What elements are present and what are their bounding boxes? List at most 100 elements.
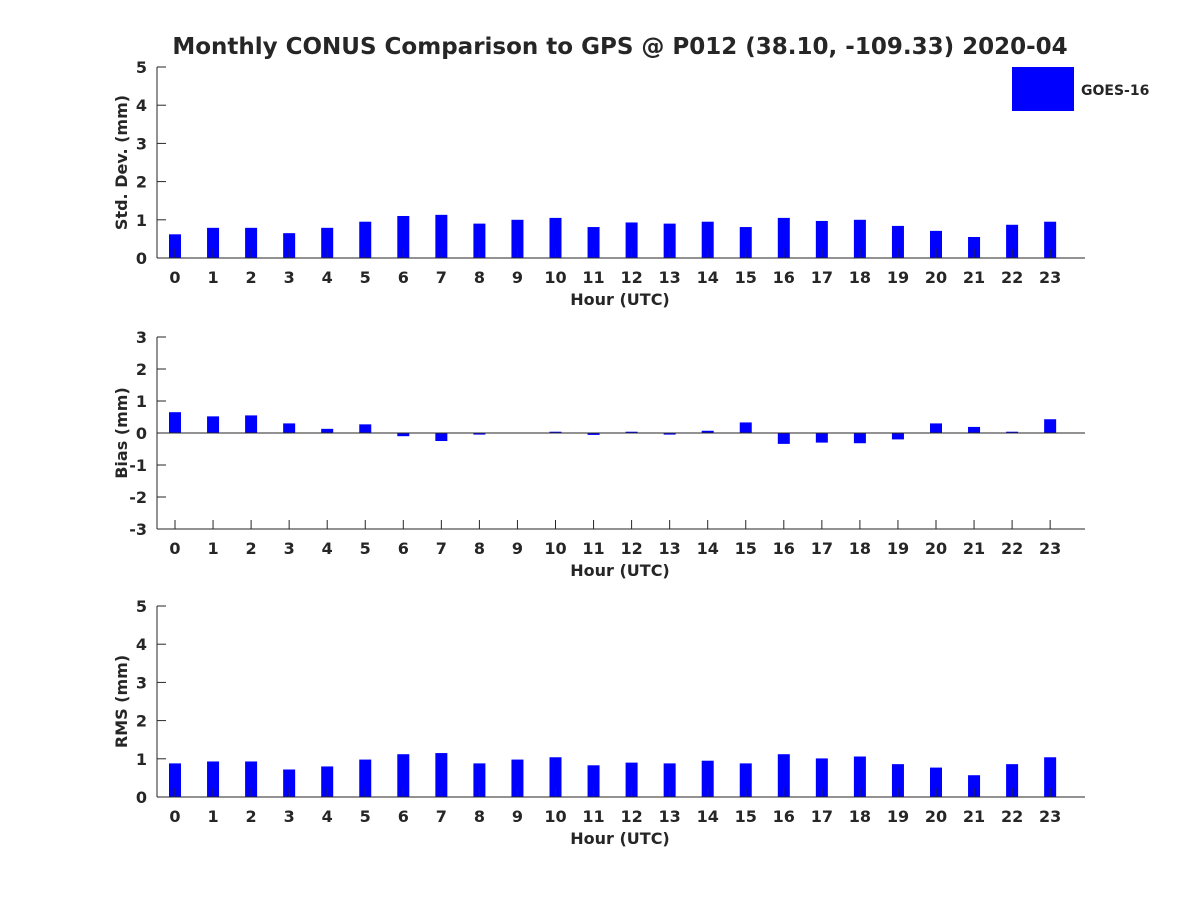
bar (625, 762, 638, 797)
x-tick-label: 20 (925, 807, 947, 826)
bar (549, 757, 562, 797)
y-tick-label: 4 (136, 96, 147, 115)
y-tick-label: -3 (129, 520, 147, 539)
bar (777, 433, 790, 444)
bar (777, 754, 790, 797)
bar (245, 227, 258, 258)
y-tick-label: 2 (136, 360, 147, 379)
bar (549, 217, 562, 258)
bar (359, 221, 372, 258)
x-tick-label: 4 (322, 268, 333, 287)
x-tick-label: 14 (697, 539, 719, 558)
bar (968, 426, 981, 433)
x-tick-label: 13 (659, 807, 681, 826)
y-axis-label: Std. Dev. (mm) (112, 95, 131, 230)
y-tick-label: 1 (136, 750, 147, 769)
bar (1044, 757, 1057, 797)
x-tick-label: 9 (512, 268, 523, 287)
x-tick-label: 7 (436, 268, 447, 287)
x-tick-label: 7 (436, 539, 447, 558)
x-tick-label: 21 (963, 807, 985, 826)
x-tick-label: 9 (512, 539, 523, 558)
bar (968, 236, 981, 258)
bar (587, 433, 600, 435)
y-tick-label: 5 (136, 58, 147, 77)
bar (245, 415, 258, 433)
x-tick-label: 16 (773, 807, 795, 826)
bar (207, 416, 220, 433)
bar (435, 214, 448, 258)
bar (169, 234, 181, 258)
x-tick-label: 12 (620, 807, 642, 826)
y-axis-label: RMS (mm) (112, 655, 131, 748)
bar (1044, 419, 1057, 433)
y-tick-label: 5 (136, 597, 147, 616)
bar (511, 219, 524, 258)
bar (891, 764, 904, 797)
bar (853, 756, 866, 797)
y-tick-label: 2 (136, 712, 147, 731)
y-tick-label: 3 (136, 673, 147, 692)
y-tick-label: 1 (136, 392, 147, 411)
bar (701, 221, 714, 258)
x-tick-label: 19 (887, 268, 909, 287)
x-tick-label: 11 (582, 268, 604, 287)
x-tick-label: 10 (544, 539, 566, 558)
x-tick-label: 23 (1039, 807, 1061, 826)
x-tick-label: 1 (207, 807, 218, 826)
y-tick-label: 1 (136, 211, 147, 230)
x-tick-label: 19 (887, 807, 909, 826)
x-tick-label: 6 (398, 268, 409, 287)
x-tick-label: 11 (582, 539, 604, 558)
bar (739, 763, 752, 797)
x-tick-label: 17 (811, 807, 833, 826)
bar (321, 428, 334, 433)
y-tick-label: 2 (136, 173, 147, 192)
legend-swatch (1012, 67, 1074, 111)
bar (701, 760, 714, 797)
x-tick-label: 13 (659, 539, 681, 558)
chart-title: Monthly CONUS Comparison to GPS @ P012 (… (172, 34, 1067, 60)
bar (169, 763, 181, 797)
x-tick-label: 5 (360, 539, 371, 558)
x-tick-label: 5 (360, 807, 371, 826)
bar (435, 753, 448, 797)
x-tick-label: 17 (811, 539, 833, 558)
bar (815, 433, 828, 443)
x-axis-label: Hour (UTC) (570, 829, 670, 848)
x-tick-label: 12 (620, 539, 642, 558)
bar (815, 758, 828, 797)
x-tick-label: 6 (398, 539, 409, 558)
bar (968, 775, 981, 797)
bar (930, 767, 942, 797)
bar (473, 433, 486, 435)
y-tick-label: -1 (129, 456, 147, 475)
bar (321, 766, 334, 797)
x-tick-label: 8 (474, 539, 485, 558)
y-tick-label: 0 (136, 424, 147, 443)
bar (1006, 224, 1019, 258)
x-tick-label: 18 (849, 807, 871, 826)
bar (359, 759, 372, 797)
x-tick-label: 10 (544, 268, 566, 287)
x-tick-label: 17 (811, 268, 833, 287)
bar (701, 430, 714, 433)
bar (435, 433, 448, 441)
x-tick-label: 7 (436, 807, 447, 826)
bar (663, 763, 676, 797)
x-tick-label: 0 (169, 539, 180, 558)
x-tick-label: 21 (963, 268, 985, 287)
x-tick-label: 15 (735, 268, 757, 287)
x-tick-label: 6 (398, 807, 409, 826)
x-tick-label: 8 (474, 268, 485, 287)
x-tick-label: 22 (1001, 539, 1023, 558)
y-tick-label: 4 (136, 635, 147, 654)
x-tick-label: 4 (322, 539, 333, 558)
bar (359, 424, 372, 433)
bar (625, 431, 638, 433)
